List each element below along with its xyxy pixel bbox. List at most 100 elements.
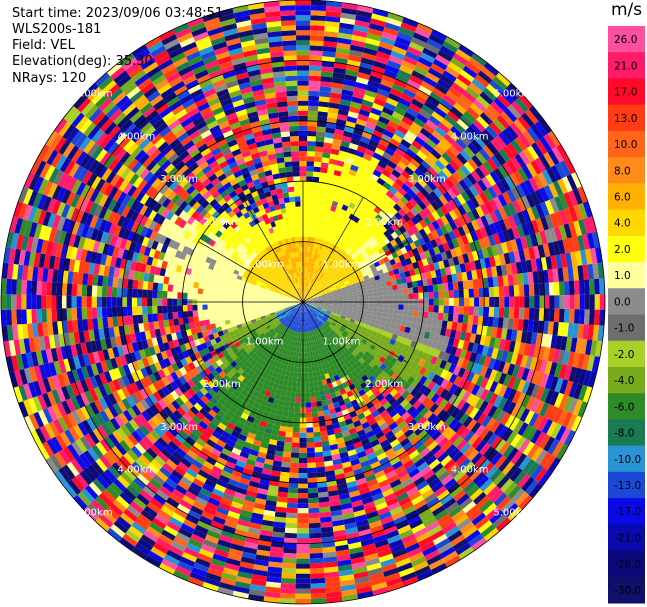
velocity-cell (434, 126, 447, 138)
velocity-cell (505, 263, 513, 276)
velocity-cell (371, 314, 378, 320)
velocity-cell (345, 242, 352, 249)
velocity-cell (594, 278, 600, 295)
velocity-cell (309, 262, 313, 268)
velocity-cell (295, 397, 301, 403)
velocity-cell (312, 295, 317, 299)
velocity-cell (422, 142, 434, 153)
velocity-cell (531, 142, 544, 158)
velocity-cell (410, 275, 417, 282)
velocity-cell (285, 522, 298, 529)
velocity-cell (567, 351, 576, 367)
velocity-cell (289, 472, 299, 479)
velocity-cell (308, 497, 319, 504)
velocity-cell (306, 256, 309, 263)
velocity-cell (391, 318, 397, 325)
velocity-cell (513, 285, 520, 297)
velocity-cell (320, 255, 325, 262)
velocity-cell (298, 136, 308, 141)
velocity-cell (293, 417, 300, 423)
velocity-cell (501, 328, 508, 340)
velocity-cell (474, 135, 487, 149)
velocity-cell (370, 280, 377, 286)
velocity-cell (304, 246, 308, 252)
velocity-cell (397, 266, 405, 274)
velocity-cell (459, 244, 468, 255)
velocity-cell (308, 366, 313, 373)
velocity-cell (472, 119, 486, 133)
velocity-cell (473, 288, 480, 298)
velocity-cell (367, 307, 374, 312)
velocity-cell (383, 271, 390, 278)
velocity-cell (361, 313, 368, 318)
velocity-cell (500, 111, 514, 126)
velocity-cell (369, 253, 376, 260)
velocity-cell (308, 100, 319, 107)
velocity-cell (283, 547, 297, 554)
velocity-cell (296, 382, 301, 388)
velocity-cell (410, 171, 421, 182)
velocity-cell (594, 294, 600, 310)
velocity-cell (296, 55, 310, 61)
velocity-cell (426, 38, 443, 50)
velocity-cell (423, 250, 432, 259)
velocity-cell (457, 281, 464, 290)
velocity-cell (491, 183, 503, 197)
velocity-cell (483, 356, 492, 368)
velocity-cell (396, 319, 402, 326)
velocity-cell (476, 115, 490, 129)
velocity-cell (538, 118, 552, 134)
velocity-cell (555, 335, 563, 350)
velocity-cell (316, 276, 321, 282)
velocity-cell (298, 141, 308, 146)
velocity-cell (417, 311, 424, 318)
velocity-cell (471, 324, 478, 335)
velocity-cell (316, 405, 324, 412)
velocity-cell (483, 62, 500, 77)
velocity-cell (355, 118, 367, 127)
velocity-cell (410, 233, 418, 242)
velocity-cell (321, 218, 328, 225)
velocity-cell (343, 303, 349, 306)
velocity-cell (437, 102, 451, 115)
velocity-cell (335, 267, 342, 273)
velocity-cell (467, 342, 475, 352)
velocity-cell (577, 323, 584, 339)
velocity-cell (439, 45, 456, 58)
velocity-cell (295, 25, 311, 31)
velocity-cell (457, 226, 466, 237)
velocity-cell (357, 72, 371, 80)
velocity-cell (544, 229, 553, 244)
velocity-cell (510, 262, 518, 275)
velocity-cell (359, 62, 373, 71)
velocity-cell (326, 230, 332, 237)
velocity-cell (310, 15, 326, 21)
velocity-cell (305, 387, 311, 393)
velocity-cell (357, 246, 365, 253)
velocity-cell (374, 214, 383, 222)
velocity-cell (307, 288, 311, 294)
velocity-cell (337, 261, 344, 268)
velocity-cell (318, 212, 325, 219)
velocity-cell (391, 194, 400, 204)
velocity-cell (331, 77, 345, 85)
velocity-cell (297, 493, 309, 499)
velocity-cell (324, 132, 335, 139)
velocity-cell (341, 289, 347, 293)
velocity-cell (334, 274, 341, 280)
velocity-cell (297, 95, 309, 101)
velocity-cell (434, 237, 443, 247)
velocity-cell (438, 305, 444, 314)
velocity-cell (324, 183, 332, 190)
velocity-cell (320, 261, 325, 267)
velocity-cell (374, 194, 383, 203)
velocity-cell (360, 203, 369, 211)
velocity-cell (510, 139, 523, 154)
velocity-cell (491, 347, 499, 360)
velocity-cell (423, 305, 429, 312)
velocity-cell (587, 263, 594, 280)
velocity-cell (304, 287, 306, 293)
velocity-cell (529, 233, 538, 247)
velocity-cell (379, 233, 387, 241)
